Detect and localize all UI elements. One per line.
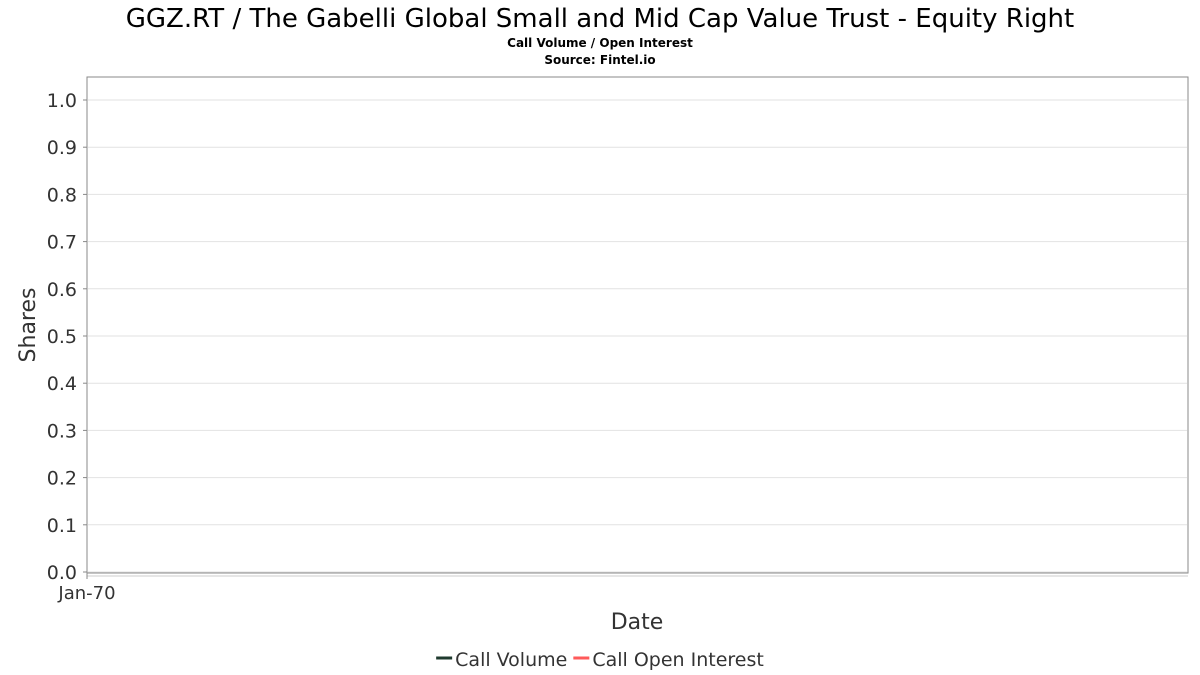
legend-label: Call Volume [455,649,567,671]
y-tick-label: 0.9 [47,137,77,159]
chart-source: Source: Fintel.io [544,53,655,67]
y-tick-label: 0.2 [47,468,77,490]
y-tick-label: 0.6 [47,279,77,301]
grid-layer [87,99,1188,577]
legend: Call Volume Call Open Interest [436,649,764,671]
y-tick-label: 0.8 [47,184,77,206]
plot-area [86,76,1189,574]
y-tick-labels: 0.0 0.1 0.2 0.3 0.4 0.5 0.6 0.7 0.8 0.9 1.0 [47,90,87,584]
y-tick-label: 0.4 [47,373,77,395]
y-tick-label: 0.3 [47,420,77,442]
legend-label: Call Open Interest [592,649,764,671]
chart-title: GGZ.RT / The Gabelli Global Small and Mi… [126,4,1074,34]
y-tick-label: 0.1 [47,515,77,537]
x-axis-label: Date [611,610,664,635]
y-tick-label: 1.0 [47,90,77,112]
x-tick-label: Jan-70 [57,583,115,604]
x-tick-labels: Jan-70 [57,573,116,604]
y-tick-label: 0.0 [47,562,77,584]
y-tick-label: 0.7 [47,232,77,254]
chart-subtitle: Call Volume / Open Interest [507,36,693,50]
y-axis-label: Shares [16,288,41,363]
y-tick-label: 0.5 [47,326,77,348]
